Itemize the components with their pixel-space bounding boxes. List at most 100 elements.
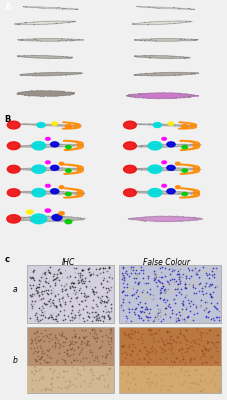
Point <box>206 282 210 289</box>
Point <box>49 387 53 394</box>
Point <box>177 358 181 364</box>
Point <box>54 274 58 281</box>
Point <box>203 280 207 286</box>
Point <box>156 308 160 315</box>
Point <box>101 372 105 378</box>
Point <box>183 272 187 279</box>
Point <box>185 367 188 373</box>
Point <box>136 290 140 296</box>
Point <box>125 280 129 287</box>
Point <box>97 264 101 271</box>
Point <box>176 267 180 274</box>
Point <box>62 349 66 355</box>
Point <box>94 316 98 323</box>
Point <box>109 287 112 294</box>
Point <box>144 304 147 310</box>
Point <box>54 302 57 309</box>
Point <box>34 287 38 293</box>
Point <box>104 293 107 300</box>
Point <box>57 344 60 351</box>
Point <box>81 334 84 340</box>
Point <box>33 330 36 336</box>
Point <box>204 359 207 365</box>
Point <box>194 271 197 277</box>
Point <box>160 358 164 364</box>
Point <box>91 304 94 311</box>
Point <box>215 338 219 345</box>
Point <box>141 369 144 375</box>
Point <box>158 287 161 294</box>
Point <box>78 274 81 280</box>
Point <box>123 368 127 375</box>
Point <box>76 278 80 285</box>
Point <box>96 312 100 318</box>
Point <box>60 288 64 294</box>
Point <box>213 294 217 300</box>
Point <box>178 350 182 356</box>
Point <box>72 333 76 340</box>
Point <box>123 312 127 319</box>
Point <box>168 333 172 339</box>
Point <box>151 292 154 298</box>
Point <box>80 338 84 344</box>
Point <box>94 313 97 319</box>
Point <box>30 368 33 374</box>
Point <box>120 358 123 364</box>
Point <box>188 380 192 386</box>
Point <box>80 272 83 278</box>
Point <box>129 326 133 333</box>
Point <box>56 291 60 298</box>
Point <box>210 314 214 321</box>
Point <box>66 353 69 359</box>
Point <box>158 383 162 389</box>
Point <box>149 348 153 354</box>
Point <box>30 376 33 383</box>
Point <box>39 291 43 297</box>
Point <box>136 283 140 290</box>
Point <box>36 348 39 354</box>
Point <box>200 347 203 353</box>
Point <box>29 275 33 282</box>
Point <box>74 289 77 296</box>
Circle shape <box>181 146 187 149</box>
Text: b: b <box>12 356 17 365</box>
Point <box>100 292 104 299</box>
Circle shape <box>32 142 45 150</box>
Bar <box>27 265 114 323</box>
Point <box>68 382 72 388</box>
Point <box>194 280 198 287</box>
Point <box>48 365 52 372</box>
Point <box>72 357 75 363</box>
Point <box>107 314 110 320</box>
Point <box>81 318 85 324</box>
Point <box>93 328 97 334</box>
Point <box>136 312 139 318</box>
Circle shape <box>52 214 62 220</box>
Point <box>134 287 138 294</box>
Point <box>78 311 81 317</box>
Point <box>205 347 209 353</box>
Point <box>53 316 57 322</box>
Point <box>101 277 105 284</box>
Point <box>81 306 84 312</box>
Point <box>172 279 175 286</box>
Point <box>79 339 82 345</box>
Point <box>107 309 111 315</box>
Point <box>103 284 107 291</box>
Point <box>200 348 203 354</box>
Point <box>142 306 146 312</box>
Point <box>59 294 63 301</box>
Point <box>37 277 41 283</box>
Point <box>95 317 99 323</box>
Point <box>168 358 172 364</box>
Point <box>190 278 193 284</box>
Point <box>167 370 171 377</box>
Point <box>162 348 166 354</box>
Point <box>73 333 76 340</box>
Point <box>178 286 182 292</box>
Circle shape <box>32 165 45 173</box>
Text: c: c <box>5 255 10 264</box>
Point <box>126 372 129 378</box>
Point <box>71 310 75 316</box>
Point <box>62 307 65 314</box>
